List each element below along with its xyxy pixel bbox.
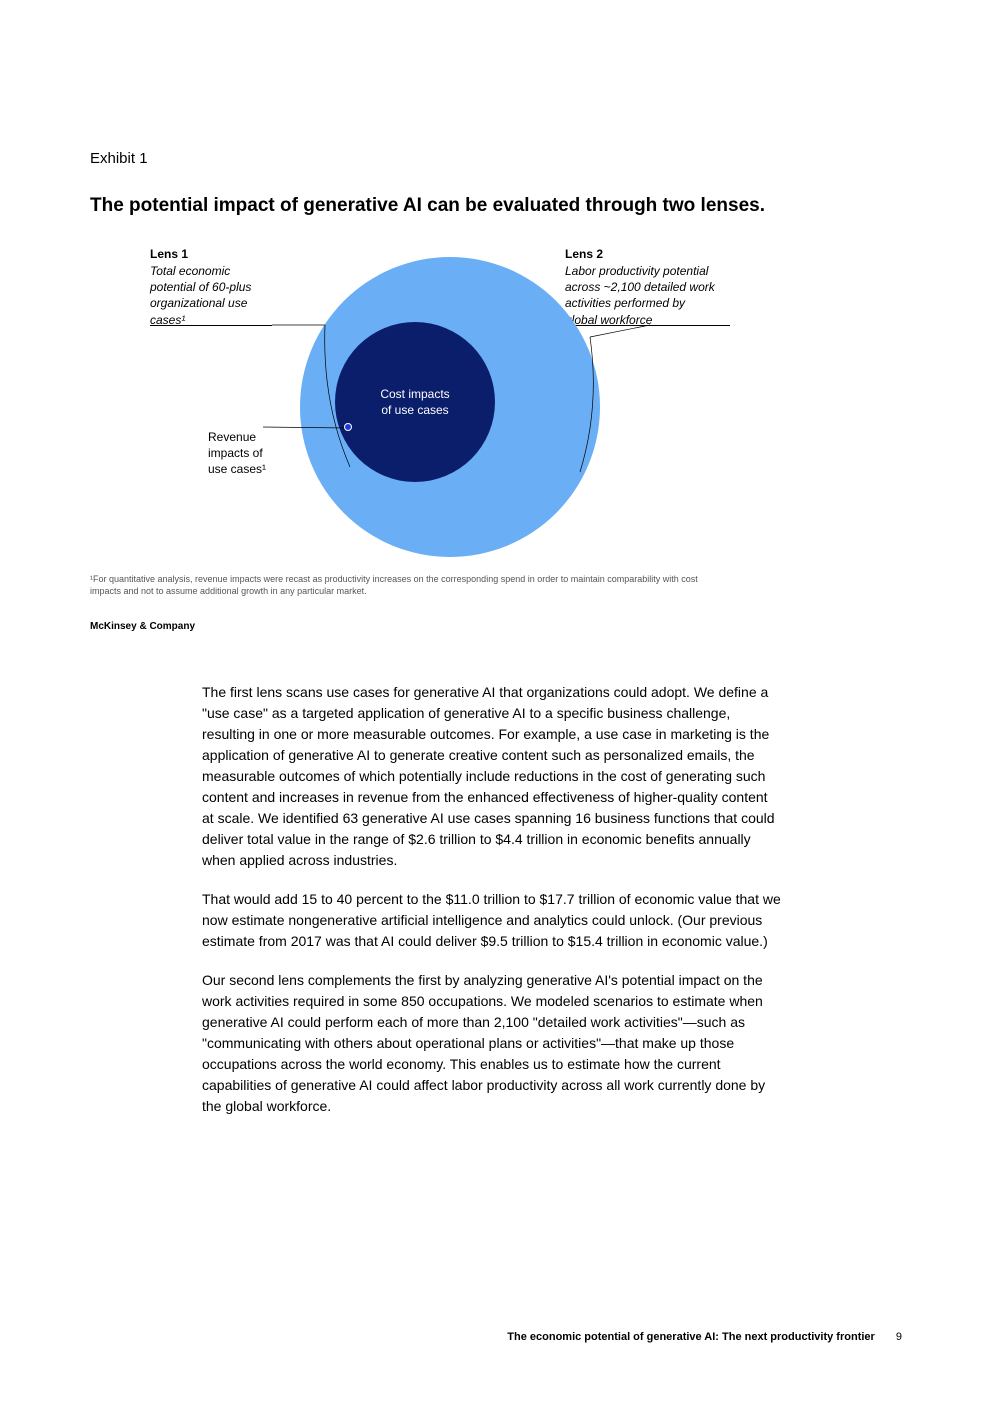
lens2-pointer (590, 325, 650, 337)
source: McKinsey & Company (90, 621, 902, 632)
revenue-dot (345, 424, 352, 431)
page-number: 9 (896, 1331, 902, 1343)
body-paragraph: Our second lens complements the first by… (202, 970, 782, 1117)
exhibit-label: Exhibit 1 (90, 150, 902, 167)
footnote: ¹For quantitative analysis, revenue impa… (90, 573, 730, 597)
page-footer: The economic potential of generative AI:… (507, 1331, 902, 1343)
body-paragraph: The first lens scans use cases for gener… (202, 682, 782, 871)
exhibit-title: The potential impact of generative AI ca… (90, 195, 902, 217)
cost-label: Cost impacts of use cases (365, 387, 465, 418)
venn-diagram: Lens 1 Total economic potential of 60-pl… (150, 247, 770, 547)
body-paragraph: That would add 15 to 40 percent to the $… (202, 889, 782, 952)
page: Exhibit 1 The potential impact of genera… (0, 0, 992, 1403)
footer-title: The economic potential of generative AI:… (507, 1331, 875, 1343)
body-column: The first lens scans use cases for gener… (202, 682, 782, 1117)
